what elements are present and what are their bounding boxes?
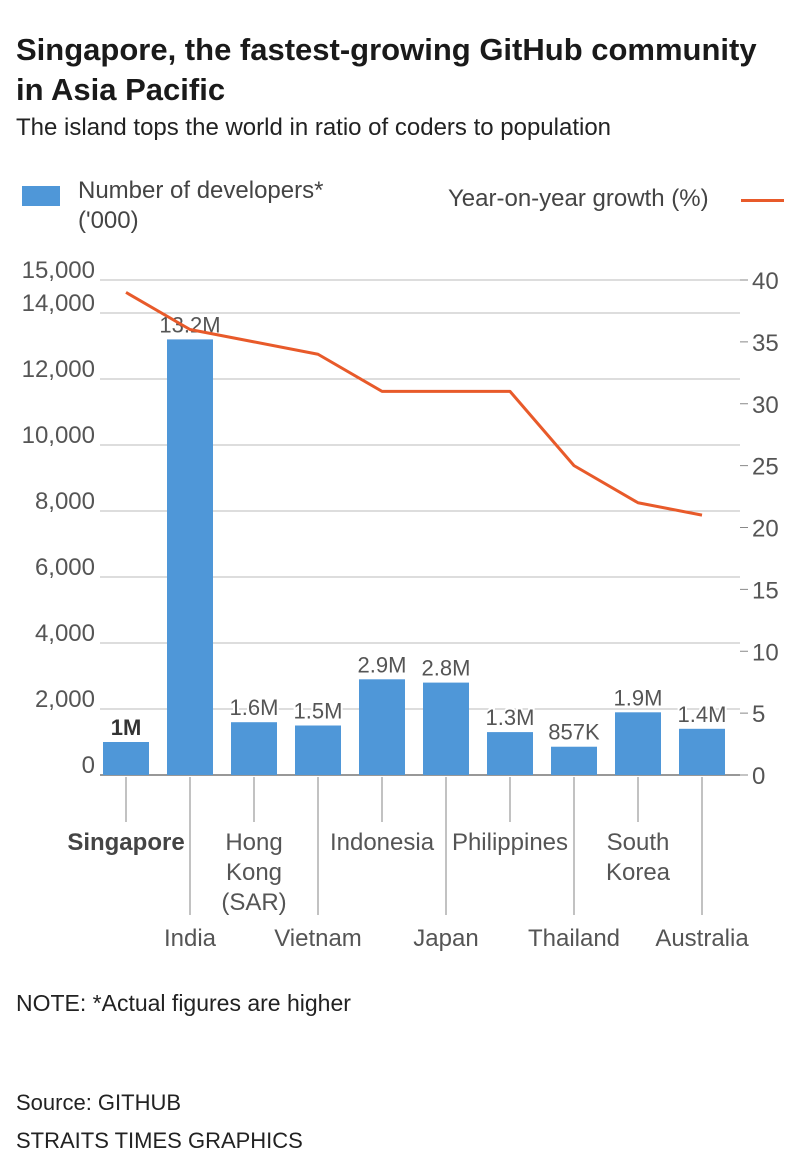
y-tick-label-left: 2,000 [35, 686, 95, 713]
chart-note: NOTE: *Actual figures are higher [16, 990, 351, 1016]
category-label: Hong [225, 829, 282, 856]
category-label: Australia [655, 925, 749, 952]
legend-bar-swatch [22, 186, 60, 206]
legend-line-swatch [741, 199, 784, 202]
bar [551, 746, 597, 775]
y-tick-label-left: 12,000 [22, 356, 95, 383]
bar-value-label: 1.4M [678, 702, 727, 727]
category-label: Vietnam [274, 925, 362, 952]
y-tick-label-left: 4,000 [35, 620, 95, 647]
bar-value-label: 1M [111, 715, 142, 740]
bar [359, 679, 405, 775]
legend-line-label: Year-on-year growth (%) [448, 185, 709, 212]
bar [679, 728, 725, 775]
growth-line [125, 291, 703, 517]
legend-bar-unit: ('000) [78, 207, 139, 234]
y-tick-label-right: 35 [752, 330, 779, 357]
category-label: (SAR) [221, 889, 286, 916]
legend-bar-label: Number of developers* ('000) [78, 176, 323, 236]
bar [167, 339, 213, 775]
chart-credit: STRAITS TIMES GRAPHICS [16, 1128, 303, 1153]
category-label: Thailand [528, 925, 620, 952]
y-tick-label-left: 15,000 [22, 257, 95, 284]
category-label: India [164, 925, 217, 952]
y-tick-label-left: 14,000 [22, 290, 95, 317]
y-tick-label-left: 8,000 [35, 488, 95, 515]
y-tick-label-right: 10 [752, 639, 779, 666]
bar-value-label: 1.3M [486, 705, 535, 730]
chart-svg: 0 2,000 4,000 6,000 8,000 10,000 12,000 14,000 1… [22, 257, 779, 952]
bar-value-label: 1.6M [230, 695, 279, 720]
legend-bar-text: Number of developers* [78, 177, 324, 204]
y-tick-label-right: 15 [752, 577, 779, 604]
y-tick-label-right: 30 [752, 392, 779, 419]
y-tick-label-right: 20 [752, 516, 779, 543]
chart-subtitle: The island tops the world in ratio of co… [16, 114, 612, 141]
category-label: Kong [226, 859, 282, 886]
category-label: South [607, 829, 670, 856]
y-tick-label-right: 5 [752, 701, 765, 728]
category-label: Japan [413, 925, 478, 952]
bar [103, 742, 149, 775]
y-tick-label-left: 10,000 [22, 422, 95, 449]
bar-value-label: 2.8M [422, 656, 471, 681]
bar-value-label: 857K [548, 720, 600, 745]
y-tick-label-left: 0 [82, 752, 95, 779]
category-label: Korea [606, 859, 671, 886]
category-label: Singapore [67, 829, 184, 856]
bar [295, 725, 341, 775]
y-tick-label-left: 6,000 [35, 554, 95, 581]
category-label: Philippines [452, 829, 568, 856]
bar [423, 682, 469, 775]
bar [487, 732, 533, 775]
bar [615, 712, 661, 775]
bar-value-label: 1.5M [294, 699, 343, 724]
bar-value-label: 1.9M [614, 685, 663, 710]
y-tick-label-right: 25 [752, 454, 779, 481]
y-tick-label-right: 0 [752, 763, 765, 790]
category-label: Indonesia [330, 829, 435, 856]
bar [231, 722, 277, 775]
bar-value-label: 2.9M [358, 652, 407, 677]
chart-title: Singapore, the fastest-growing GitHub co… [16, 32, 757, 107]
y-tick-label-right: 40 [752, 268, 779, 295]
chart-source: Source: GITHUB [16, 1090, 182, 1115]
